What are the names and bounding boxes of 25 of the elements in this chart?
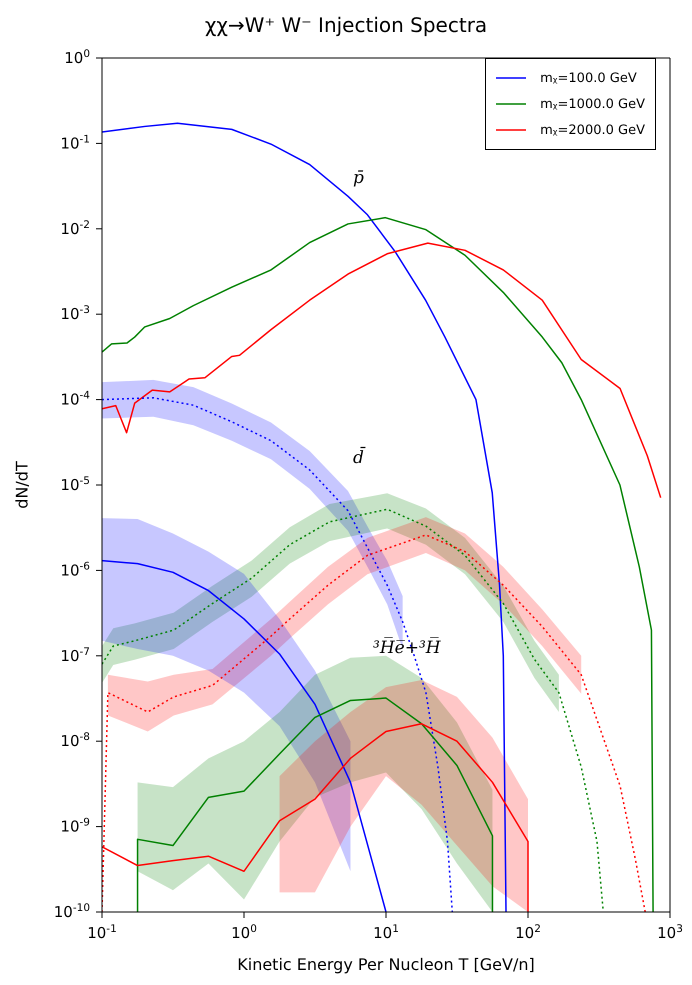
legend-label: mᵪ=1000.0 GeV bbox=[540, 96, 645, 112]
x-tick-label: 10$^{-1}$ bbox=[87, 923, 117, 942]
annotation: d̄ bbox=[353, 448, 364, 468]
chart-title: χχ→W⁺ W⁻ Injection Spectra bbox=[204, 12, 488, 39]
x-tick-label: 10$^{3}$ bbox=[657, 923, 683, 942]
annotation: ³H̅e̅+³H̅ bbox=[373, 638, 441, 658]
y-tick-label: 10$^{-9}$ bbox=[60, 816, 90, 836]
y-tick-label: 10$^{-6}$ bbox=[60, 560, 90, 580]
y-tick-label: 10$^{-7}$ bbox=[60, 646, 90, 665]
x-tick-label: 10$^{2}$ bbox=[515, 923, 541, 942]
x-tick-label: 10$^{1}$ bbox=[373, 923, 399, 942]
y-tick-label: 10$^{-8}$ bbox=[60, 731, 90, 750]
y-tick-label: 10$^{-5}$ bbox=[60, 475, 90, 494]
y-tick-label: 10$^{-4}$ bbox=[60, 390, 90, 409]
y-tick-label: 10$^{-10}$ bbox=[54, 902, 90, 921]
y-tick-label: 10$^{-1}$ bbox=[60, 133, 90, 152]
x-axis-title: Kinetic Energy Per Nucleon T [GeV/n] bbox=[237, 955, 535, 974]
y-axis-title: dN/dT bbox=[12, 461, 32, 509]
y-tick-label: 10$^{-2}$ bbox=[60, 218, 90, 238]
annotation: p̄ bbox=[353, 168, 364, 188]
y-tick-label: 10$^{-3}$ bbox=[60, 304, 90, 324]
y-tick-label: 10$^{0}$ bbox=[64, 48, 90, 67]
legend-label: mᵪ=2000.0 GeV bbox=[540, 122, 645, 138]
legend-label: mᵪ=100.0 GeV bbox=[540, 70, 637, 86]
x-tick-label: 10$^{0}$ bbox=[231, 923, 257, 942]
